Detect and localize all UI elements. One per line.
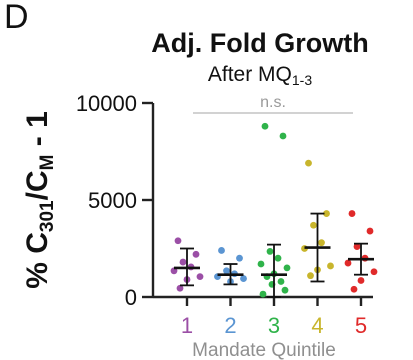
data-point xyxy=(348,210,356,217)
data-marks xyxy=(170,122,378,298)
data-point xyxy=(236,254,243,262)
data-point xyxy=(261,122,269,130)
data-point xyxy=(323,210,330,217)
data-point xyxy=(196,273,204,281)
data-point xyxy=(357,277,365,284)
data-point xyxy=(259,290,267,298)
data-point xyxy=(281,286,289,294)
x-tick-label: 3 xyxy=(268,313,280,338)
y-tick-label: 0 xyxy=(125,285,137,310)
data-point xyxy=(179,258,187,266)
x-tick-label: 2 xyxy=(224,313,236,338)
data-point xyxy=(344,259,352,267)
y-tick-label: 5000 xyxy=(88,188,137,213)
x-tick-label: 4 xyxy=(311,313,323,338)
data-point xyxy=(370,268,378,276)
data-point xyxy=(279,132,287,140)
x-tick-label: 1 xyxy=(181,313,193,338)
y-tick-label: 10000 xyxy=(76,91,137,116)
data-point xyxy=(223,267,230,275)
data-point xyxy=(192,250,200,258)
x-tick-label: 5 xyxy=(355,313,367,338)
data-point xyxy=(283,264,291,272)
subtitle-subscript: 1-3 xyxy=(291,72,313,88)
data-point xyxy=(366,227,374,235)
significance-label: n.s. xyxy=(260,94,286,111)
data-point xyxy=(218,247,225,254)
data-point xyxy=(277,278,285,285)
subtitle-text: After MQ xyxy=(207,63,292,86)
data-point xyxy=(353,243,361,250)
chart-subtitle: After MQ1-3 xyxy=(110,63,410,88)
data-point xyxy=(318,239,325,247)
data-point xyxy=(350,285,358,293)
data-point xyxy=(305,159,312,167)
data-point xyxy=(274,254,282,262)
data-point xyxy=(174,237,182,245)
x-axis-label: Mandate Quintile xyxy=(192,340,336,360)
data-point xyxy=(176,284,184,292)
data-point xyxy=(240,275,247,282)
data-point xyxy=(327,262,334,270)
axes: 0 5000 10000 1 2 3 4 5 Mandate Quintile n.s. xyxy=(76,91,373,360)
data-point xyxy=(266,248,274,255)
data-point xyxy=(257,260,265,268)
chart-title: Adj. Fold Growth xyxy=(151,28,369,58)
panel-label: D xyxy=(4,0,29,36)
data-point xyxy=(310,221,317,229)
data-point xyxy=(307,272,314,280)
